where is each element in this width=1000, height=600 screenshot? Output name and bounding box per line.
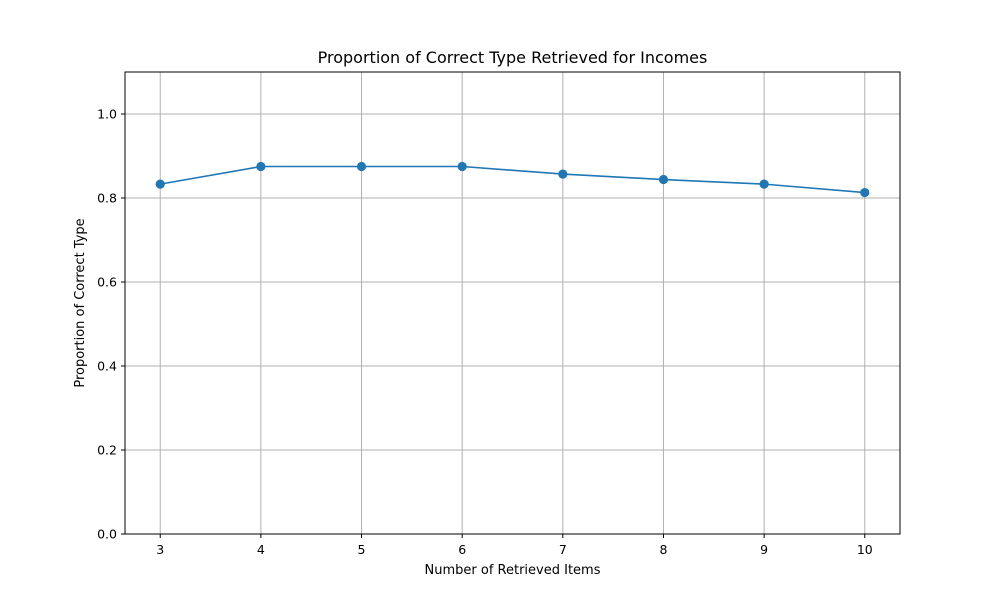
- x-tick-label: 7: [559, 542, 567, 557]
- x-tick-label: 10: [857, 542, 873, 557]
- y-tick-label: 0.0: [97, 527, 117, 542]
- data-point: [256, 161, 266, 172]
- x-tick-label: 6: [458, 542, 466, 557]
- data-point: [155, 179, 165, 189]
- x-tick-label: 3: [156, 542, 164, 557]
- data-point: [457, 161, 467, 172]
- x-axis-label: Number of Retrieved Items: [425, 563, 601, 578]
- x-tick-label: 8: [659, 542, 667, 557]
- y-tick-label: 0.2: [97, 443, 117, 458]
- y-tick-label: 0.4: [97, 359, 117, 374]
- x-tick-label: 5: [358, 542, 366, 557]
- data-point: [658, 174, 669, 185]
- x-tick-label: 4: [257, 542, 265, 557]
- series-layer: [155, 161, 870, 198]
- x-tick-label: 9: [760, 542, 768, 557]
- data-point: [558, 169, 568, 179]
- y-tick-label: 1.0: [97, 107, 117, 122]
- y-tick-label: 0.8: [97, 191, 117, 206]
- y-axis-label: Proportion of Correct Type: [73, 218, 88, 387]
- tick-layer: 3 4 5 6 7 8 9 10 0.0 0.2 0.4 0.6 0.8 1.0: [97, 107, 873, 558]
- y-tick-label: 0.6: [97, 275, 117, 290]
- grid: [125, 72, 900, 535]
- series-line: [160, 165, 865, 194]
- plot-frame: [124, 71, 901, 535]
- chart-title: Proportion of Correct Type Retrieved for…: [318, 48, 708, 67]
- data-point: [759, 179, 769, 189]
- data-point: [860, 187, 870, 198]
- data-point: [356, 161, 367, 172]
